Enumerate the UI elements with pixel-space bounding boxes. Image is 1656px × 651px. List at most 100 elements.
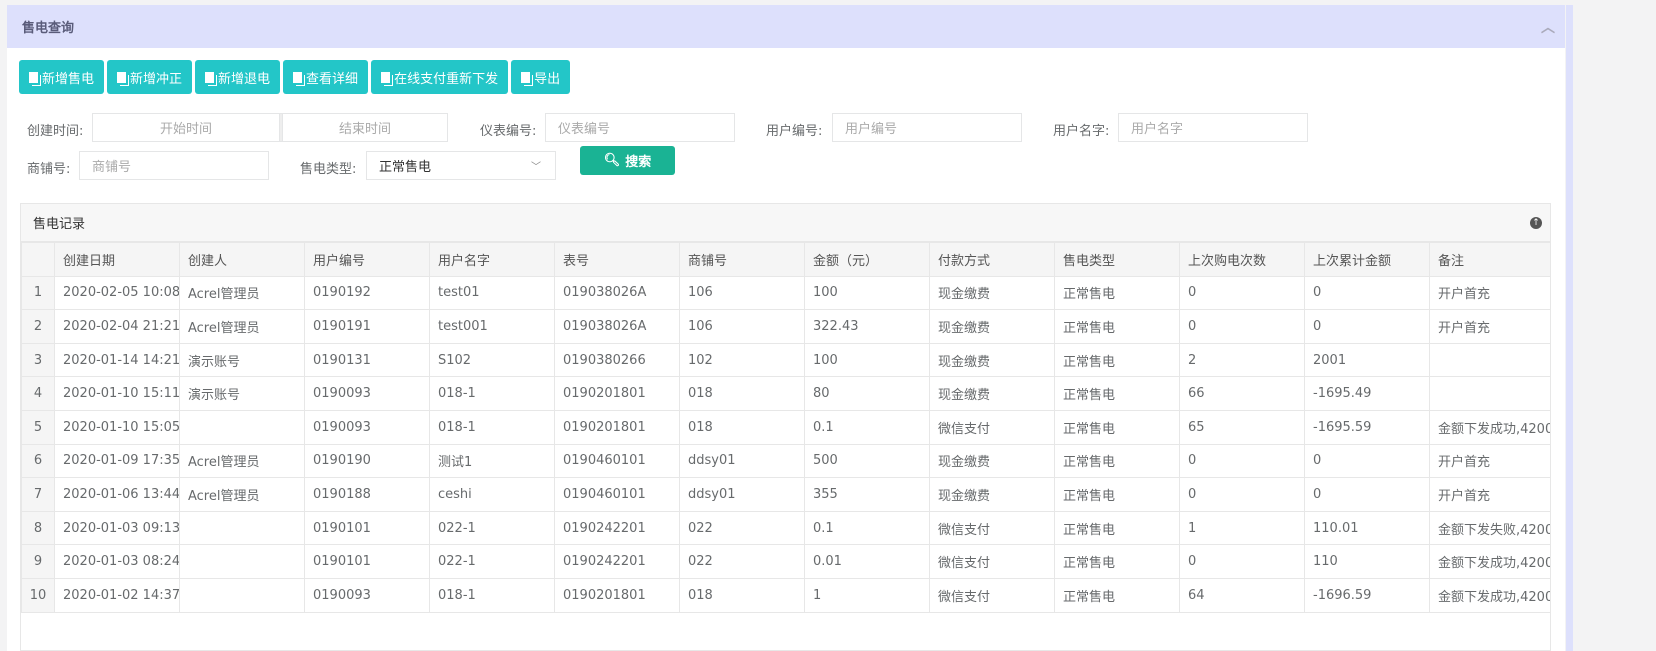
table-cell: 5 (21, 409, 55, 445)
toolbar-button-3[interactable]: 查看详细 (283, 60, 369, 94)
table-cell: 0190380266 (554, 342, 680, 378)
table-cell: 正常售电 (1054, 309, 1180, 344)
table-cell: 355 (804, 477, 930, 512)
table-cell: 0 (1179, 477, 1305, 512)
user-name-label: 用户名字: (1053, 124, 1110, 139)
table-cell: 测试1 (429, 443, 555, 479)
column-header[interactable]: 商铺号 (679, 242, 805, 277)
table-cell: 66 (1179, 376, 1305, 411)
toolbar-button-label: 新增售电 (42, 71, 95, 87)
table-cell: 2020-01-06 13:44:29 (54, 477, 180, 512)
records-header: 售电记录 ↑ (21, 204, 1550, 242)
toolbar-button-4[interactable]: 在线支付重新下发 (371, 60, 509, 94)
table-cell: 018-1 (429, 409, 555, 445)
table-cell: Acrel管理员 (179, 477, 305, 512)
table-cell: 1 (804, 577, 930, 613)
user-no-input[interactable]: 用户编号 (832, 113, 1022, 142)
table-cell: 0 (1304, 309, 1430, 344)
shop-no-label: 商铺号: (27, 162, 71, 177)
table-cell (1429, 342, 1550, 378)
toolbar-button-label: 查看详细 (306, 71, 359, 87)
start-time-input[interactable]: 开始时间 (92, 113, 280, 142)
table-cell: -1695.49 (1304, 376, 1430, 411)
table-cell: -1696.59 (1304, 577, 1430, 613)
column-header[interactable]: 金额（元） (804, 242, 930, 277)
end-time-input[interactable]: 结束时间 (282, 113, 448, 142)
table-cell: 2020-01-10 15:11:15 (54, 376, 180, 411)
table-cell: 022-1 (429, 544, 555, 579)
column-header[interactable]: 创建人 (179, 242, 305, 277)
panel-title: 售电查询 (22, 21, 75, 36)
toolbar-button-0[interactable]: 新增售电 (19, 60, 105, 94)
column-header[interactable]: 表号 (554, 242, 680, 277)
table-cell: 019038026A (554, 275, 680, 311)
column-header[interactable]: 付款方式 (929, 242, 1055, 277)
toolbar-button-5[interactable]: 导出 (511, 60, 571, 94)
chevron-up-icon[interactable]: ︿ (1541, 19, 1555, 36)
table-cell: 正常售电 (1054, 409, 1180, 445)
toolbar-button-1[interactable]: 新增冲正 (107, 60, 193, 94)
table-cell: test01 (429, 275, 555, 311)
column-header[interactable]: 备注 (1429, 242, 1550, 277)
copy-icon (117, 71, 127, 83)
table-cell: 500 (804, 443, 930, 479)
column-header[interactable]: 用户名字 (429, 242, 555, 277)
table-cell: 110.01 (1304, 510, 1430, 546)
table-cell: 0190242201 (554, 510, 680, 546)
collapse-up-icon[interactable]: ↑ (1530, 216, 1542, 229)
copy-icon (381, 71, 391, 83)
table-cell: 0190460101 (554, 477, 680, 512)
table-cell: 322.43 (804, 309, 930, 344)
table-cell: 微信支付 (929, 577, 1055, 613)
column-header[interactable]: 上次购电次数 (1179, 242, 1305, 277)
column-header[interactable]: 创建日期 (54, 242, 180, 277)
table-cell: 0190201801 (554, 376, 680, 411)
scrollbar[interactable] (1566, 5, 1573, 651)
user-name-input[interactable]: 用户名字 (1118, 113, 1308, 142)
table-cell: 金额下发成功,42000 (1429, 577, 1550, 613)
table-cell: 2020-01-10 15:05:33 (54, 409, 180, 445)
sale-type-select[interactable]: 正常售电 ﹀ (366, 151, 556, 180)
created-time-label: 创建时间: (27, 124, 84, 139)
search-button[interactable]: 🔍︎ 搜索 (580, 146, 675, 175)
table-cell: 演示账号 (179, 342, 305, 378)
toolbar-button-2[interactable]: 新增退电 (195, 60, 281, 94)
table-cell: 0190093 (304, 577, 430, 613)
table-cell: 开户首充 (1429, 275, 1550, 311)
column-header[interactable]: 上次累计金额 (1304, 242, 1430, 277)
table-cell: 0 (1304, 443, 1430, 479)
column-header[interactable]: 售电类型 (1054, 242, 1180, 277)
column-header[interactable]: 用户编号 (304, 242, 430, 277)
panel-header: 售电查询 ︿ (7, 5, 1565, 48)
table-cell: 0190101 (304, 544, 430, 579)
table-cell: 2020-01-14 14:21:55 (54, 342, 180, 378)
table-cell: 正常售电 (1054, 577, 1180, 613)
table-cell: 正常售电 (1054, 477, 1180, 512)
shop-no-input[interactable]: 商铺号 (79, 151, 269, 180)
table-cell: 2020-02-04 21:21:18 (54, 309, 180, 344)
column-header[interactable] (21, 242, 55, 277)
toolbar: 新增售电 新增冲正 新增退电 查看详细 在线支付重新下发 导出 (19, 60, 571, 94)
table-cell: 现金缴费 (929, 376, 1055, 411)
table-cell (179, 544, 305, 579)
table-cell: 开户首充 (1429, 309, 1550, 344)
table-cell (179, 510, 305, 546)
table-cell: 022-1 (429, 510, 555, 546)
chevron-down-icon: ﹀ (531, 162, 541, 173)
meter-no-input[interactable]: 仪表编号 (545, 113, 735, 142)
table-cell: 8 (21, 510, 55, 546)
table-cell: 018 (679, 577, 805, 613)
table-cell: 0190093 (304, 409, 430, 445)
table-cell: 0190190 (304, 443, 430, 479)
table-cell: 开户首充 (1429, 477, 1550, 512)
